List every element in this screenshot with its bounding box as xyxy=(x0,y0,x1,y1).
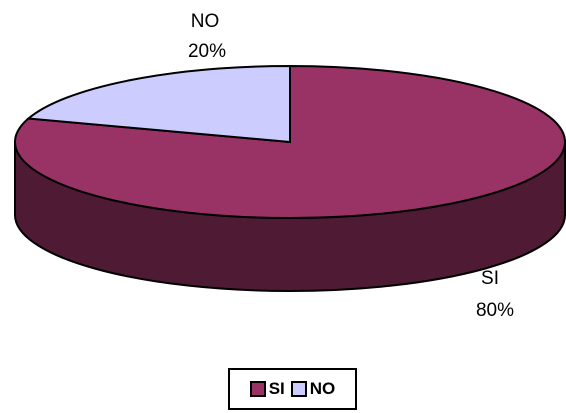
legend-label-si: SI xyxy=(268,379,285,398)
legend-swatch-si xyxy=(249,381,266,397)
legend-swatch-no xyxy=(290,381,307,397)
slice-label-no-value: 20% xyxy=(188,41,226,62)
chart-legend: SI NO xyxy=(228,368,357,410)
slice-label-si-value: 80% xyxy=(476,300,514,321)
slice-label-no-category: NO xyxy=(191,11,220,32)
slice-label-si-category: SI xyxy=(481,268,499,289)
pie-slice-no xyxy=(25,64,291,144)
legend-label-no: NO xyxy=(309,379,336,398)
legend-item-no: NO xyxy=(290,379,336,399)
legend-item-si: SI xyxy=(249,379,285,399)
